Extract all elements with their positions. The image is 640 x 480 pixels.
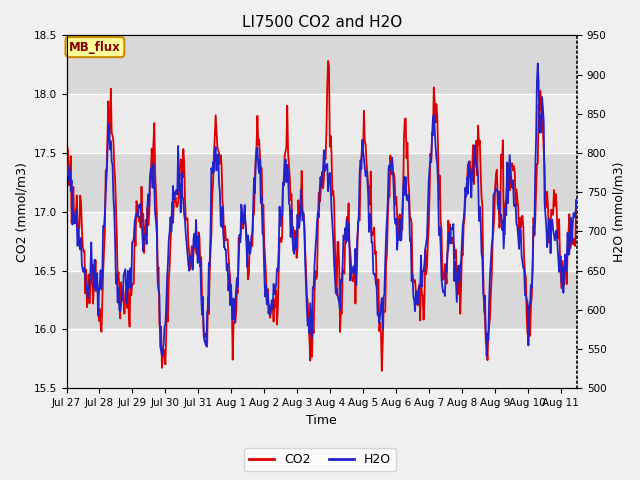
H2O [573,196,581,202]
CO2 [63,180,70,186]
CO2 [324,58,332,64]
Y-axis label: H2O (mmol/m3): H2O (mmol/m3) [612,162,625,262]
Line: H2O: H2O [67,63,577,356]
CO2 [364,185,372,191]
Bar [67,153,577,212]
CO2 [194,240,202,246]
Y-axis label: CO2 (mmol/m3): CO2 (mmol/m3) [15,162,28,262]
CO2 [449,235,456,240]
H2O [534,60,541,66]
CO2 [153,212,161,218]
H2O [194,260,202,266]
Bar [67,271,577,329]
H2O [63,150,70,156]
H2O [447,225,454,230]
Line: CO2: CO2 [67,61,577,371]
Title: LI7500 CO2 and H2O: LI7500 CO2 and H2O [242,15,402,30]
H2O [364,177,371,182]
H2O [153,231,161,237]
H2O [483,353,490,359]
CO2 [573,211,581,216]
X-axis label: Time: Time [307,414,337,427]
CO2 [294,247,301,253]
H2O [294,212,301,217]
CO2 [378,368,386,373]
CO2 [405,189,413,195]
H2O [404,197,412,203]
Bar [67,36,577,94]
Legend: CO2, H2O: CO2, H2O [244,448,396,471]
Text: MB_flux: MB_flux [69,41,121,54]
